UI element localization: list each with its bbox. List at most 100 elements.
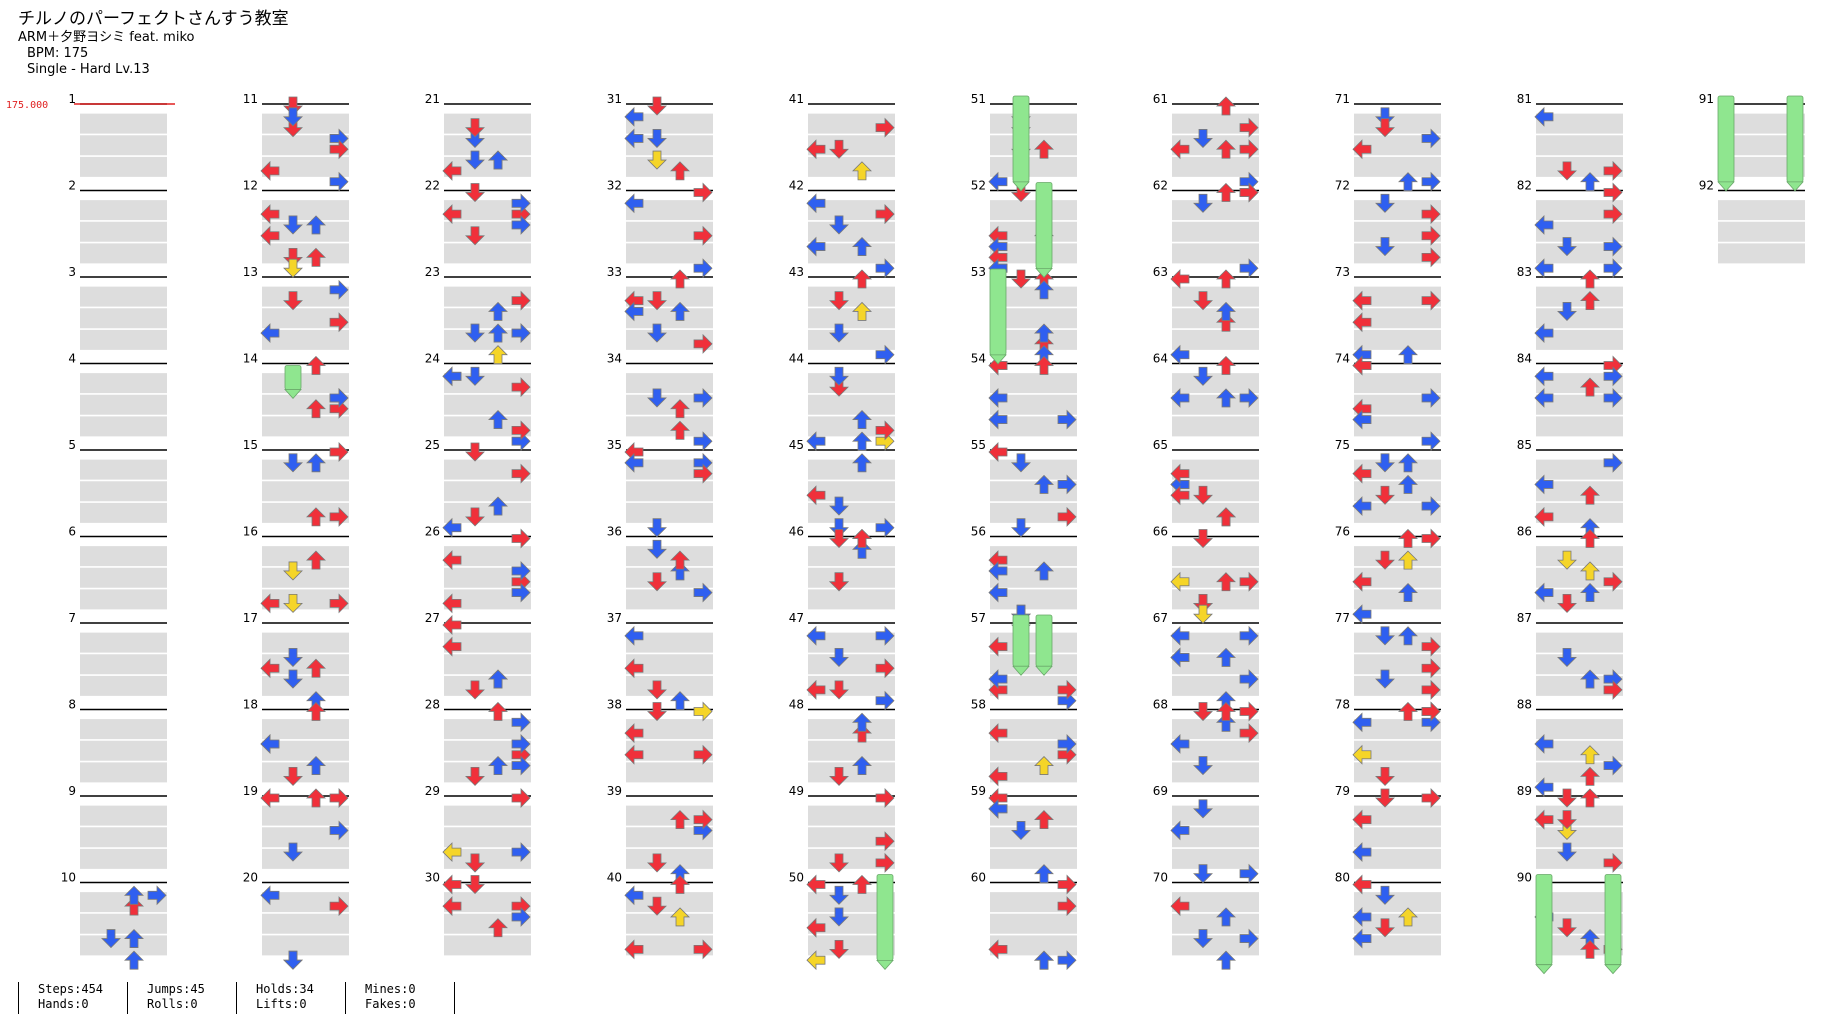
arrow-note-icon (852, 874, 872, 894)
stats-end-divider (454, 982, 455, 1014)
measure-number: 39 (607, 784, 622, 798)
arrow-note-icon (1603, 571, 1623, 592)
beat-band (444, 156, 531, 177)
measure-number: 83 (1517, 265, 1532, 279)
arrow-note-icon (624, 658, 644, 679)
beat-band (444, 913, 531, 934)
arrow-shape (1239, 928, 1259, 949)
arrow-note-icon (647, 853, 667, 873)
arrow-note-icon (1375, 237, 1395, 257)
measure-number: 4 (68, 352, 76, 366)
arrow-note-icon (693, 744, 713, 765)
arrow-note-icon (806, 679, 826, 700)
beat-band (80, 848, 167, 869)
beat-band (1536, 156, 1623, 177)
arrow-shape (1057, 409, 1077, 430)
freeze-hold-icon (1035, 182, 1053, 269)
beat-band (1536, 546, 1623, 567)
beat-band (1718, 221, 1805, 242)
beat-band (1354, 848, 1441, 869)
beat-band (808, 546, 895, 567)
arrow-shape (1557, 593, 1577, 613)
arrow-shape (1170, 139, 1190, 160)
arrow-shape (693, 809, 713, 830)
beat-band (80, 719, 167, 740)
arrow-note-icon (1193, 193, 1213, 213)
arrow-shape (260, 593, 280, 614)
arrow-shape (1421, 171, 1441, 192)
beat-band (1172, 481, 1259, 502)
beat-band (80, 762, 167, 783)
beat-band (808, 848, 895, 869)
arrow-note-icon (1216, 301, 1236, 321)
beat-band (262, 200, 349, 221)
arrow-shape (1375, 485, 1395, 505)
arrow-shape (511, 712, 531, 733)
arrow-shape (1034, 474, 1054, 494)
arrow-note-icon (1239, 139, 1259, 160)
measure-number: 12 (243, 179, 258, 193)
arrow-shape (1375, 885, 1395, 905)
arrow-shape (1216, 907, 1236, 927)
beat-band (1536, 935, 1623, 956)
arrow-shape (1057, 679, 1077, 700)
beat-band (262, 827, 349, 848)
beat-band (1172, 416, 1259, 437)
beat-band (990, 589, 1077, 610)
beat-band (1354, 308, 1441, 329)
arrow-note-icon (852, 539, 872, 559)
arrow-shape (806, 236, 826, 257)
arrow-note-icon (624, 939, 644, 960)
arrow-shape (647, 518, 667, 538)
arrow-shape (511, 377, 531, 398)
arrow-shape (511, 290, 531, 311)
beat-band (808, 892, 895, 913)
arrow-shape (1239, 258, 1259, 279)
arrow-shape (1216, 701, 1236, 721)
beat-band (808, 719, 895, 740)
arrow-note-icon (875, 658, 895, 679)
hold-tail (1012, 665, 1030, 676)
beat-band (80, 481, 167, 502)
arrow-shape (1034, 139, 1054, 159)
arrow-shape (1352, 571, 1372, 592)
arrow-shape (1534, 809, 1554, 830)
arrow-shape (647, 572, 667, 592)
arrow-note-icon (693, 939, 713, 960)
beat-band (1354, 113, 1441, 134)
beat-band (444, 546, 531, 567)
arrow-note-icon (624, 128, 644, 149)
arrow-shape (1557, 648, 1577, 668)
measure-number: 28 (425, 698, 440, 712)
arrow-shape (1057, 874, 1077, 895)
arrow-shape (283, 648, 303, 668)
beat-band (1354, 373, 1441, 394)
beat-band (80, 913, 167, 934)
arrow-note-icon (329, 506, 349, 527)
beat-band (262, 243, 349, 264)
arrow-shape (852, 236, 872, 256)
beat-band (1354, 416, 1441, 437)
arrow-note-icon (852, 269, 872, 289)
arrow-note-icon (306, 701, 326, 721)
lifts-count: Lifts:0 (256, 997, 307, 1011)
arrow-note-icon (306, 215, 326, 235)
beat-band (1172, 913, 1259, 934)
arrow-note-icon (442, 593, 462, 614)
arrow-note-icon (647, 323, 667, 343)
beat-band (1172, 567, 1259, 588)
arrow-shape (852, 539, 872, 559)
mines-count: Mines:0 (365, 982, 416, 996)
beat-band (1172, 805, 1259, 826)
beat-band (626, 740, 713, 761)
hold-tail (1717, 181, 1735, 192)
measure-number: 15 (243, 438, 258, 452)
beat-band (1718, 113, 1805, 134)
beat-band (1172, 740, 1259, 761)
arrow-shape (465, 442, 485, 462)
arrow-note-icon (283, 561, 303, 581)
arrow-shape (1421, 528, 1441, 549)
arrow-shape (829, 939, 849, 959)
arrow-note-icon (488, 323, 508, 343)
arrow-shape (1170, 485, 1190, 506)
